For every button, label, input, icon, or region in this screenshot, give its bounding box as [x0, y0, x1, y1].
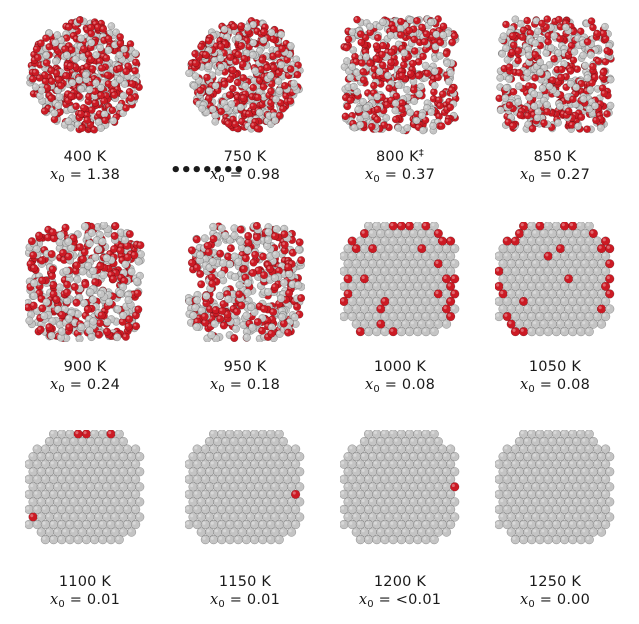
nanoparticle-render	[25, 222, 145, 342]
panel-850k: 850 K x0 = 0.27	[480, 15, 630, 205]
nanoparticle-render	[340, 15, 460, 135]
oxide-value-label: x0 = 0.08	[364, 377, 435, 395]
temperature-label: 1150 K	[218, 574, 272, 590]
temperature-label: 750 K	[223, 149, 267, 165]
panel-label: 1150 K x0 = 0.01	[170, 570, 320, 614]
panel-label: 850 K x0 = 0.27	[480, 145, 630, 189]
oxide-value-label: x0 = 0.37	[364, 167, 435, 185]
nanoparticle-render	[185, 430, 305, 545]
panel-label: 950 K x0 = 0.18	[170, 355, 320, 399]
panel-1200k: 1200 K x0 = <0.01	[325, 430, 475, 620]
panel-label: 1250 K x0 = 0.00	[480, 570, 630, 614]
oxide-value-label: x0 = 0.24	[49, 377, 120, 395]
oxide-value-label: x0 = <0.01	[358, 592, 442, 610]
panel-1150k: 1150 K x0 = 0.01	[170, 430, 320, 620]
panel-label: 750 K x0 = 0.98	[170, 145, 320, 189]
panel-label: 900 K x0 = 0.24	[10, 355, 160, 399]
temperature-label: 400 K	[63, 149, 107, 165]
panel-label: 1100 K x0 = 0.01	[10, 570, 160, 614]
panel-label: 1200 K x0 = <0.01	[325, 570, 475, 614]
nanoparticle-render	[495, 222, 615, 337]
panel-1250k: 1250 K x0 = 0.00	[480, 430, 630, 620]
nanoparticle-render	[25, 430, 145, 545]
ellipsis-dots: •••••••	[170, 160, 245, 181]
panel-1000k: 1000 K x0 = 0.08	[325, 222, 475, 412]
temperature-label: 900 K	[63, 359, 107, 375]
panel-label: 400 K x0 = 1.38	[10, 145, 160, 189]
nanoparticle-render	[340, 430, 460, 545]
panel-400k: 400 K x0 = 1.38	[10, 15, 160, 205]
oxide-value-label: x0 = 0.18	[209, 377, 280, 395]
panel-750k: 750 K x0 = 0.98	[170, 15, 320, 205]
nanoparticle-render	[185, 16, 304, 133]
panel-900k: 900 K x0 = 0.24	[10, 222, 160, 412]
panel-label: 1000 K x0 = 0.08	[325, 355, 475, 399]
nanoparticle-render	[495, 15, 615, 134]
oxide-value-label: x0 = 0.01	[209, 592, 280, 610]
panel-800k: 800 K‡ x0 = 0.37	[325, 15, 475, 205]
temperature-label: 1100 K	[58, 574, 112, 590]
temperature-label: 1250 K	[528, 574, 582, 590]
panel-1050k: 1050 K x0 = 0.08	[480, 222, 630, 412]
panel-1100k: 1100 K x0 = 0.01	[10, 430, 160, 620]
panel-label: 800 K‡ x0 = 0.37	[325, 145, 475, 189]
temperature-label: 850 K	[533, 149, 577, 165]
nanoparticle-render	[495, 430, 615, 545]
panel-950k: 950 K x0 = 0.18	[170, 222, 320, 412]
temperature-label: 1200 K	[373, 574, 427, 590]
oxide-value-label: x0 = 0.08	[519, 377, 590, 395]
oxide-value-label: x0 = 0.01	[49, 592, 120, 610]
temperature-label: 800 K‡	[376, 148, 424, 165]
temperature-label: 1050 K	[528, 359, 582, 375]
nanoparticle-render	[26, 16, 143, 134]
temperature-label: 950 K	[223, 359, 267, 375]
temperature-label: 1000 K	[373, 359, 427, 375]
oxide-value-label: x0 = 0.98	[209, 167, 280, 185]
oxide-value-label: x0 = 0.27	[519, 167, 590, 185]
oxide-value-label: x0 = 1.38	[49, 167, 120, 185]
oxide-value-label: x0 = 0.00	[519, 592, 590, 610]
panel-label: 1050 K x0 = 0.08	[480, 355, 630, 399]
nanoparticle-render	[185, 222, 305, 342]
nanoparticle-render	[340, 222, 460, 337]
